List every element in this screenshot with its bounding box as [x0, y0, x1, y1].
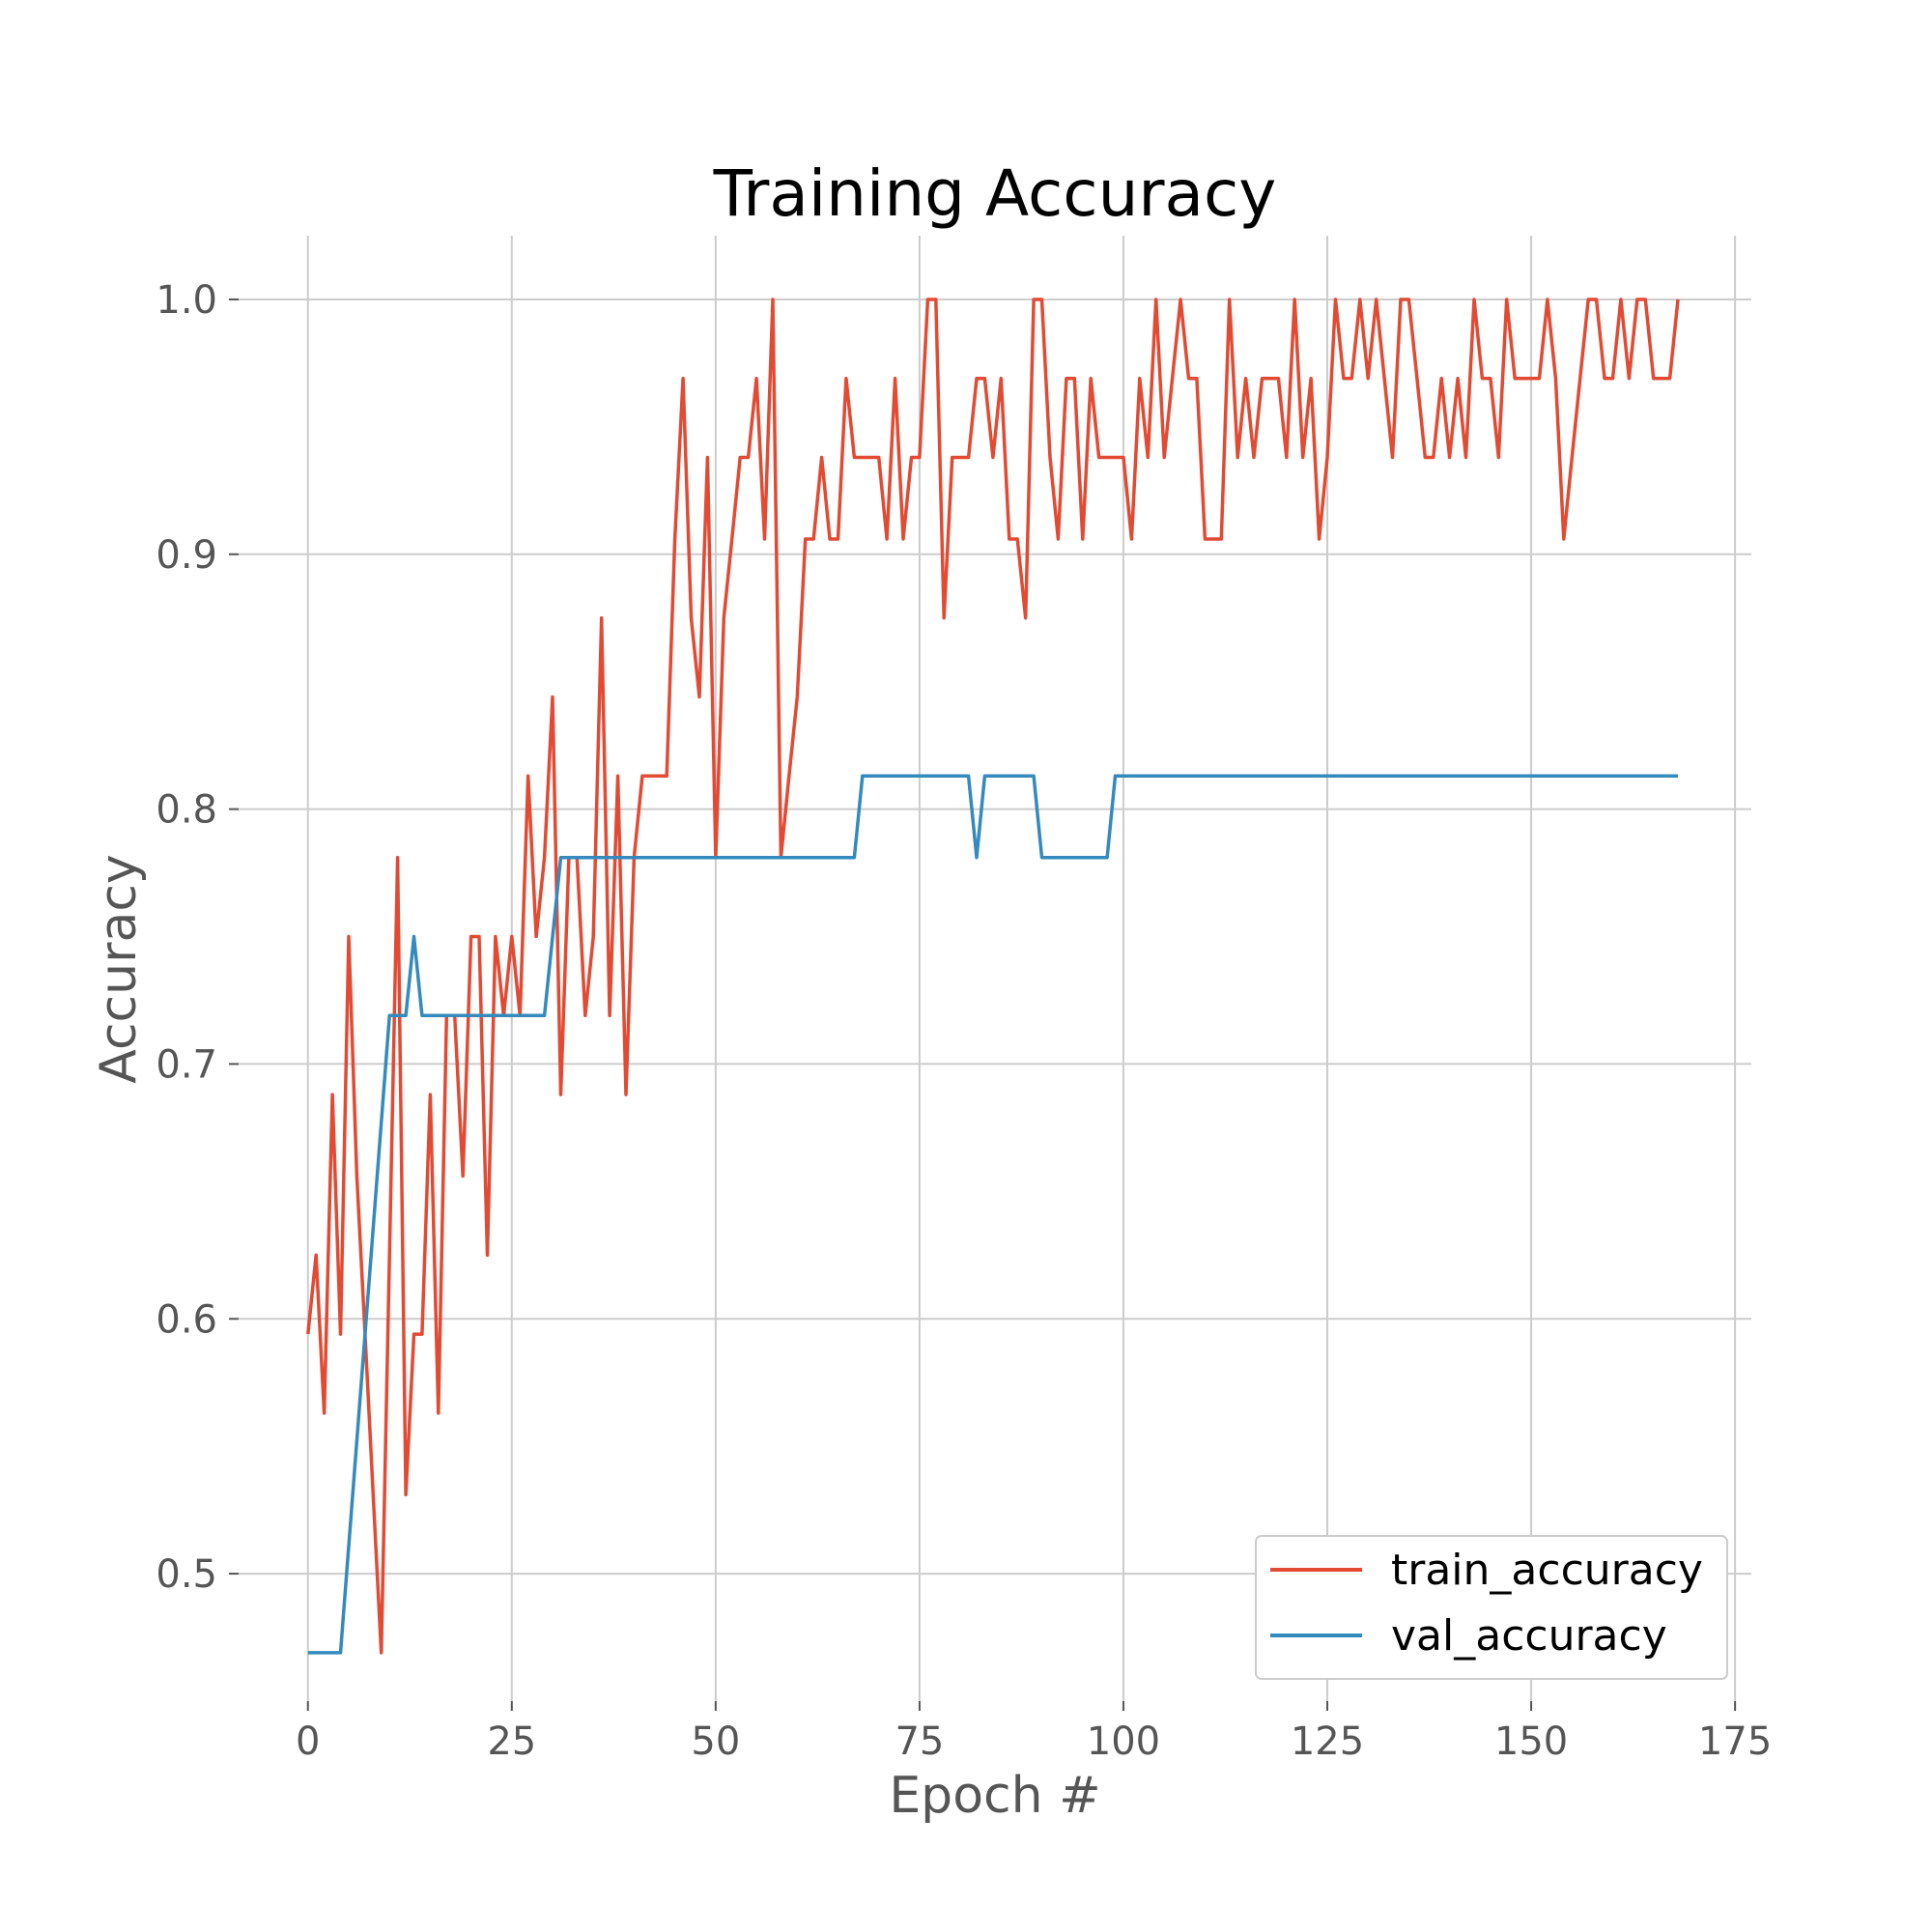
y-tick-label: 0.8 — [156, 788, 217, 833]
x-tick-label: 150 — [1494, 1719, 1568, 1764]
series-lines — [306, 298, 1680, 1655]
x-tick-label: 175 — [1698, 1719, 1772, 1764]
series-line-train-accuracy — [306, 298, 1680, 1655]
y-tick-label: 0.7 — [156, 1042, 217, 1087]
series-line-val-accuracy — [307, 774, 1678, 1655]
y-axis-label: Accuracy — [90, 854, 148, 1083]
legend: train_accuracy val_accuracy — [1255, 1535, 1728, 1680]
x-tick-label: 75 — [895, 1719, 944, 1764]
axis-ticks: 0 25 50 75 100 125 150 175 0.5 0.6 0.7 0.8 0.9 1.0 — [156, 278, 1772, 1764]
x-tick-label: 0 — [296, 1719, 320, 1764]
y-tick-label: 0.9 — [156, 533, 217, 578]
x-tick-label: 50 — [691, 1719, 740, 1764]
y-tick-label: 0.6 — [156, 1297, 217, 1342]
x-axis-label: Epoch # — [889, 1767, 1100, 1825]
x-tick-label: 125 — [1291, 1719, 1364, 1764]
grid — [239, 236, 1751, 1701]
legend-label-val-accuracy: val_accuracy — [1391, 1611, 1667, 1661]
legend-box — [1255, 1535, 1728, 1680]
y-tick-label: 0.5 — [156, 1552, 217, 1597]
x-tick-label: 25 — [487, 1719, 536, 1764]
y-tick-label: 1.0 — [156, 278, 217, 323]
legend-label-train-accuracy: train_accuracy — [1391, 1546, 1703, 1595]
chart-title: Training Accuracy — [713, 156, 1277, 231]
x-tick-label: 100 — [1087, 1719, 1160, 1764]
